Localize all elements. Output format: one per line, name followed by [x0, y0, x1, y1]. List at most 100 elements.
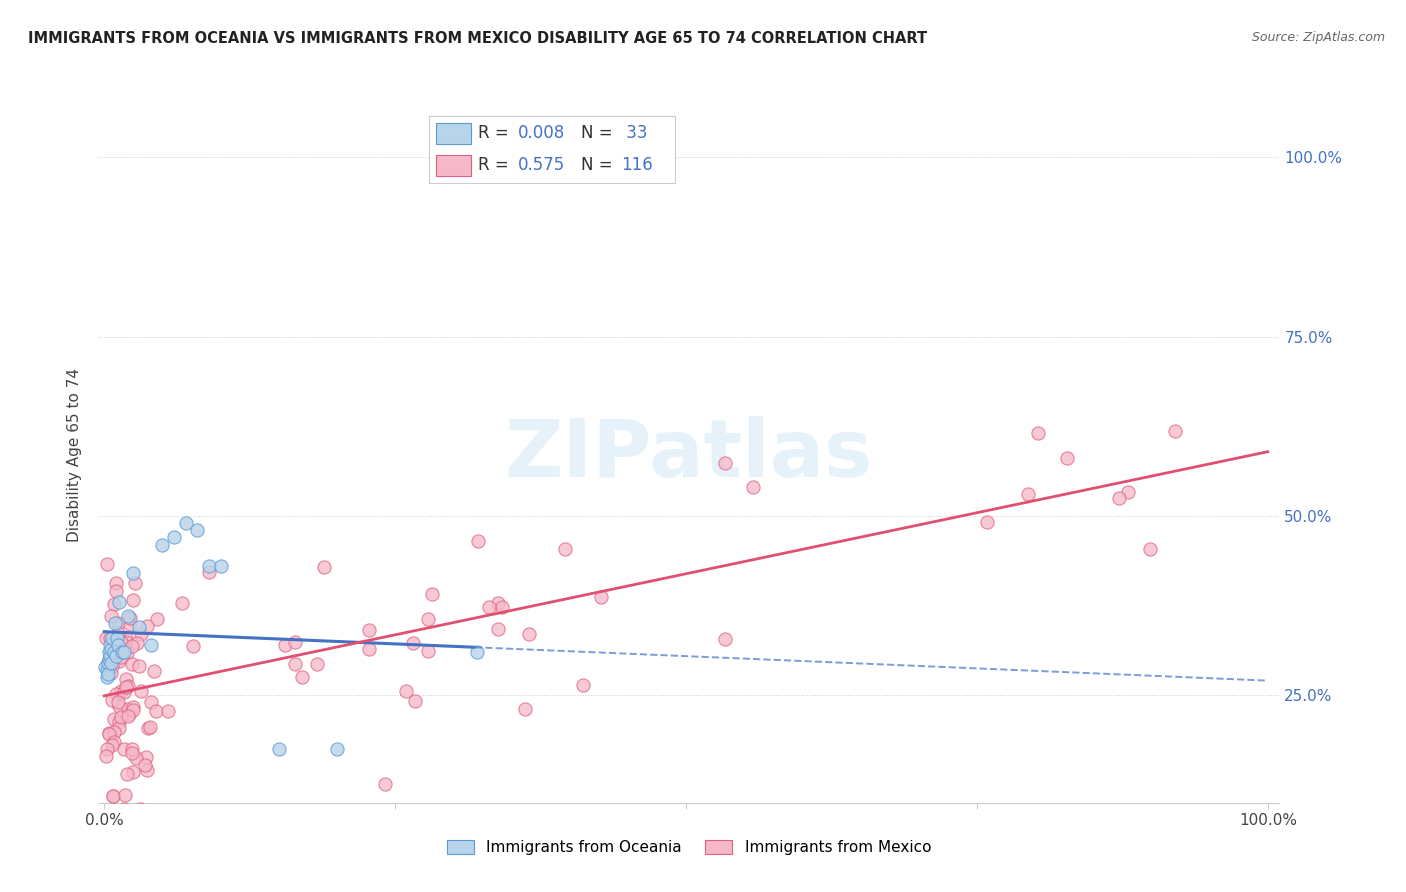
Point [112, 742, 135, 756]
Point [117, 708, 139, 723]
Point [100, 666, 122, 681]
Text: R =: R = [478, 156, 515, 175]
Point [284, 635, 307, 649]
Point [115, 680, 138, 694]
Text: 33: 33 [621, 124, 647, 143]
Point [713, 456, 735, 470]
Text: ZIPatlas: ZIPatlas [505, 416, 873, 494]
Point [486, 596, 509, 610]
Point [172, 596, 194, 610]
Point [357, 642, 380, 657]
Point [122, 592, 145, 607]
Point [103, 724, 125, 739]
Point [114, 631, 136, 645]
Point [136, 619, 159, 633]
Point [326, 742, 349, 756]
Point [114, 789, 136, 803]
Point [145, 704, 167, 718]
Point [104, 616, 127, 631]
Point [139, 638, 162, 652]
Point [122, 700, 145, 714]
Point [1164, 424, 1187, 438]
Point [146, 612, 169, 626]
Point [117, 646, 139, 660]
Point [103, 645, 125, 659]
Point [118, 706, 141, 721]
Point [110, 684, 132, 698]
Point [118, 617, 141, 632]
Point [105, 584, 128, 599]
Text: Source: ZipAtlas.com: Source: ZipAtlas.com [1251, 31, 1385, 45]
Point [121, 742, 143, 756]
Point [465, 645, 488, 659]
Text: N =: N = [582, 156, 619, 175]
Point [110, 710, 132, 724]
Text: 0.008: 0.008 [517, 124, 565, 143]
Point [107, 626, 129, 640]
Point [112, 801, 135, 815]
Y-axis label: Disability Age 65 to 74: Disability Age 65 to 74 [67, 368, 83, 542]
Point [174, 516, 197, 530]
Point [100, 609, 122, 624]
Point [101, 658, 124, 673]
Point [100, 693, 122, 707]
Point [129, 684, 152, 698]
Point [478, 599, 501, 614]
Point [156, 704, 179, 718]
Text: 116: 116 [621, 156, 652, 175]
Point [129, 801, 152, 815]
Point [96, 742, 118, 756]
Point [107, 616, 129, 631]
Point [274, 638, 297, 652]
Point [98, 648, 121, 663]
Point [108, 715, 131, 730]
Point [128, 658, 150, 673]
Point [741, 480, 763, 494]
FancyBboxPatch shape [436, 123, 471, 144]
Point [122, 702, 145, 716]
Point [515, 702, 537, 716]
Point [115, 635, 138, 649]
Point [122, 566, 145, 581]
Point [124, 575, 146, 590]
Point [135, 750, 157, 764]
Point [101, 789, 124, 804]
Point [110, 635, 132, 649]
Point [104, 576, 127, 591]
Point [101, 789, 124, 804]
Point [359, 624, 381, 638]
Point [1116, 485, 1139, 500]
Text: R =: R = [478, 124, 515, 143]
Point [1028, 426, 1050, 441]
Point [101, 642, 124, 657]
Point [97, 666, 120, 681]
Point [96, 663, 118, 677]
Point [209, 559, 232, 574]
Point [181, 639, 204, 653]
Point [121, 639, 143, 653]
Point [100, 641, 122, 656]
Point [112, 645, 135, 659]
Point [714, 632, 737, 646]
Point [491, 599, 513, 614]
Point [103, 735, 125, 749]
Point [418, 644, 440, 658]
Point [152, 538, 174, 552]
Point [554, 542, 576, 557]
Point [96, 670, 118, 684]
Point [98, 638, 121, 652]
Point [267, 742, 290, 756]
Point [1017, 486, 1039, 500]
Point [1056, 451, 1078, 466]
Text: IMMIGRANTS FROM OCEANIA VS IMMIGRANTS FROM MEXICO DISABILITY AGE 65 TO 74 CORREL: IMMIGRANTS FROM OCEANIA VS IMMIGRANTS FR… [28, 31, 927, 46]
Point [115, 673, 138, 687]
Point [105, 631, 128, 645]
Point [103, 712, 125, 726]
Point [395, 684, 418, 698]
Point [108, 595, 131, 609]
Point [108, 654, 131, 668]
Point [110, 649, 132, 664]
Point [374, 777, 396, 791]
Point [420, 587, 443, 601]
Point [135, 764, 157, 778]
